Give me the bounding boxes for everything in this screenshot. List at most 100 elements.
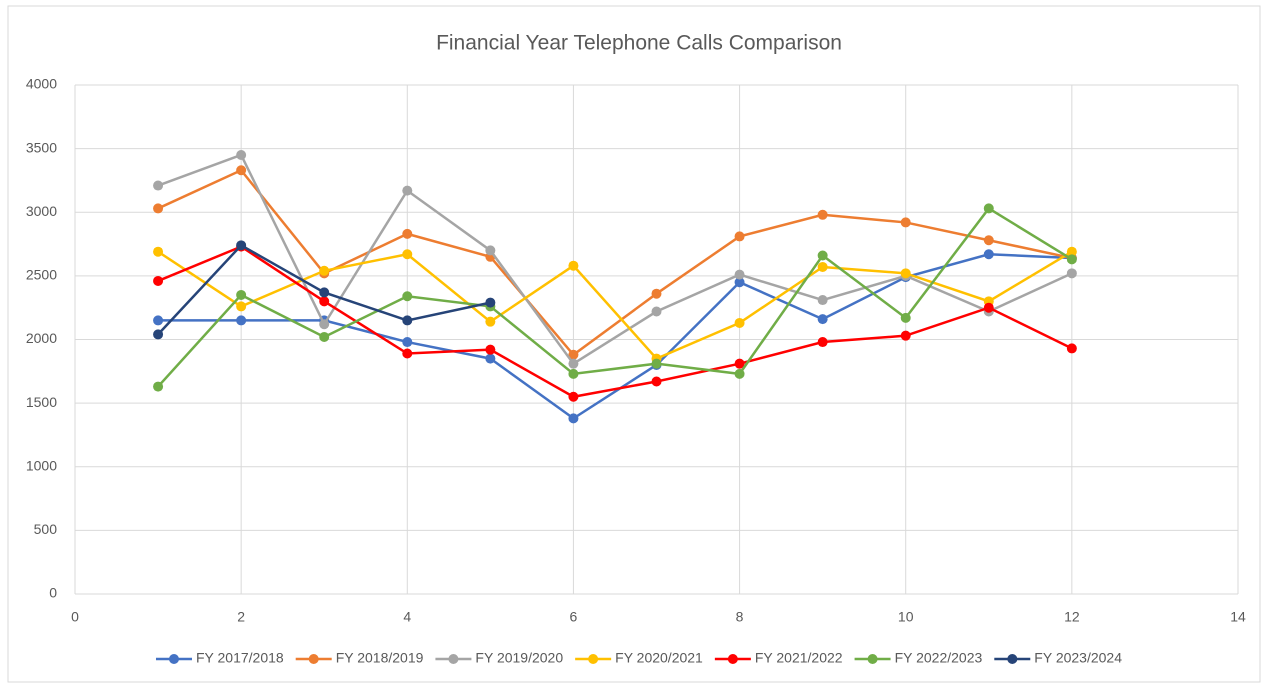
y-tick-label: 4000: [26, 76, 57, 92]
data-point: [319, 287, 330, 298]
y-tick-label: 2500: [26, 267, 57, 283]
data-point: [817, 314, 828, 325]
data-point: [900, 217, 911, 228]
x-tick-label: 12: [1064, 609, 1080, 625]
series-line: [157, 206, 1073, 388]
legend-label: FY 2022/2023: [895, 650, 983, 666]
legend-marker: [1007, 654, 1018, 664]
data-point: [485, 245, 496, 256]
data-point: [817, 209, 828, 220]
data-point: [402, 337, 413, 348]
data-point: [153, 275, 164, 286]
data-point: [319, 265, 330, 276]
data-point: [1066, 246, 1077, 257]
data-point: [402, 185, 413, 196]
data-point: [236, 149, 247, 160]
data-point: [236, 289, 247, 300]
x-tick-label: 14: [1230, 609, 1246, 625]
y-tick-label: 1500: [26, 394, 57, 410]
data-point: [734, 277, 745, 288]
legend-marker: [727, 654, 738, 664]
data-point: [651, 358, 662, 369]
legend-marker: [168, 654, 179, 664]
x-tick-label: 10: [898, 609, 914, 625]
data-point: [983, 249, 994, 260]
data-point: [568, 413, 579, 424]
data-point: [734, 358, 745, 369]
chart-title: Financial Year Telephone Calls Compariso…: [436, 32, 842, 55]
series-line: [157, 153, 1073, 366]
x-tick-label: 2: [237, 609, 245, 625]
data-point: [568, 391, 579, 402]
data-point: [236, 301, 247, 312]
data-point: [485, 316, 496, 327]
data-point: [734, 269, 745, 280]
data-point: [236, 165, 247, 176]
chart-frame: [7, 5, 1261, 683]
legend-marker: [867, 654, 878, 664]
data-point: [402, 348, 413, 359]
x-tick-label: 0: [71, 609, 79, 625]
data-point: [734, 231, 745, 242]
y-tick-label: 3500: [26, 139, 57, 155]
legend-marker: [588, 654, 599, 664]
data-point: [568, 358, 579, 369]
data-point: [900, 268, 911, 279]
x-tick-label: 8: [736, 609, 744, 625]
data-point: [817, 295, 828, 306]
data-point: [817, 337, 828, 348]
data-point: [651, 306, 662, 317]
data-point: [1066, 268, 1077, 279]
y-tick-label: 500: [34, 521, 58, 537]
data-point: [651, 288, 662, 299]
y-tick-label: 2000: [26, 330, 57, 346]
data-point: [568, 368, 579, 379]
data-point: [485, 353, 496, 364]
data-point: [153, 246, 164, 257]
y-tick-label: 0: [49, 585, 57, 601]
legend-label: FY 2018/2019: [336, 650, 424, 666]
data-point: [983, 203, 994, 214]
data-point: [402, 315, 413, 326]
legend: FY 2017/2018 FY 2018/2019 FY 2019/2020 FY 2…: [155, 650, 1122, 666]
data-point: [153, 203, 164, 214]
data-point: [153, 329, 164, 340]
data-point: [485, 344, 496, 355]
data-point: [319, 296, 330, 307]
data-point: [402, 249, 413, 260]
legend-marker: [308, 654, 319, 664]
data-point: [485, 297, 496, 308]
data-point: [402, 228, 413, 239]
data-point: [153, 315, 164, 326]
x-tick-label: 6: [570, 609, 578, 625]
data-point: [1066, 254, 1077, 265]
data-point: [153, 180, 164, 191]
series-line: [157, 245, 1073, 399]
legend-label: FY 2017/2018: [196, 650, 284, 666]
data-point: [817, 261, 828, 272]
data-point: [402, 291, 413, 302]
data-point: [1066, 343, 1077, 354]
legend-marker: [448, 654, 459, 664]
series-line: [157, 168, 1073, 357]
data-point: [568, 349, 579, 360]
data-point: [817, 250, 828, 261]
data-point: [568, 260, 579, 271]
data-point: [236, 315, 247, 326]
data-point: [734, 368, 745, 379]
data-point: [319, 331, 330, 342]
data-point: [900, 330, 911, 341]
data-point: [651, 376, 662, 387]
y-tick-label: 1000: [26, 457, 57, 473]
x-tick-label: 4: [403, 609, 411, 625]
legend-label: FY 2023/2024: [1034, 650, 1122, 666]
series-line: [158, 252, 1072, 420]
data-point: [236, 240, 247, 251]
legend-label: FY 2020/2021: [615, 650, 703, 666]
data-point: [900, 312, 911, 323]
data-point: [319, 319, 330, 330]
data-point: [153, 381, 164, 392]
y-tick-label: 3000: [26, 203, 57, 219]
legend-label: FY 2021/2022: [755, 650, 843, 666]
